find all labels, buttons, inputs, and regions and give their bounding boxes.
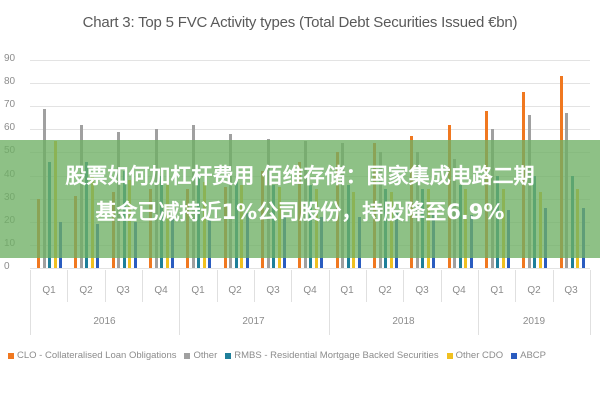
legend-item[interactable]: ABCP (511, 350, 546, 361)
x-quarter-label: Q3 (116, 285, 130, 296)
axis-separator (30, 270, 31, 335)
legend-swatch-icon (184, 352, 191, 359)
x-year-label: 2016 (93, 316, 116, 327)
gridline (30, 268, 590, 269)
x-quarter-label: Q3 (564, 285, 578, 296)
x-quarter-label: Q1 (490, 285, 504, 296)
x-quarter-label: Q4 (154, 285, 168, 296)
legend-swatch-icon (225, 352, 232, 359)
axis-separator (67, 270, 68, 302)
y-tick-label: 80 (4, 76, 16, 87)
legend-swatch-icon (511, 352, 518, 359)
x-quarter-label: Q2 (527, 285, 541, 296)
headline-text[interactable]: 股票如何加杠杆费用 佰维存储：国家集成电路二期 基金已减持近1%公司股份，持股降… (0, 158, 600, 230)
legend-label: ABCP (520, 350, 546, 361)
chart-legend: CLO - Collateralised Loan Obligations Oth… (8, 350, 598, 361)
x-quarter-label: Q4 (452, 285, 466, 296)
legend-item[interactable]: CLO - Collateralised Loan Obligations (8, 350, 176, 361)
axis-separator (403, 270, 404, 302)
x-year-label: 2019 (522, 316, 546, 327)
headline-line-1: 股票如何加杠杆费用 佰维存储：国家集成电路二期 (65, 164, 535, 188)
legend-swatch-icon (446, 352, 453, 359)
headline-line-2: 基金已减持近1%公司股份，持股降至6.9% (95, 200, 505, 224)
gridline (30, 60, 590, 61)
axis-separator (478, 270, 479, 335)
x-quarter-label: Q4 (303, 285, 317, 296)
axis-separator (291, 270, 292, 302)
axis-separator (142, 270, 143, 302)
gridline (30, 106, 590, 107)
legend-label: Other (193, 350, 218, 361)
legend-label: CLO - Collateralised Loan Obligations (17, 350, 177, 361)
axis-separator (515, 270, 516, 302)
gridline (30, 129, 590, 130)
axis-separator (254, 270, 255, 302)
legend-item[interactable]: Other CDO (446, 350, 504, 361)
y-tick-label: 90 (4, 53, 16, 64)
x-year-label: 2018 (392, 316, 415, 327)
x-quarter-label: Q2 (228, 285, 242, 296)
legend-swatch-icon (8, 352, 14, 359)
x-quarter-label: Q2 (378, 285, 392, 296)
x-quarter-label: Q2 (79, 285, 93, 296)
axis-separator (366, 270, 367, 302)
axis-separator (105, 270, 106, 302)
x-quarter-label: Q1 (340, 285, 354, 296)
y-tick-label: 0 (4, 261, 10, 272)
legend-label: Other CDO (455, 350, 504, 361)
y-tick-label: 60 (4, 122, 16, 133)
axis-separator (590, 270, 591, 335)
gridline (30, 83, 590, 84)
x-quarter-label: Q1 (42, 285, 56, 296)
headline-banner (0, 140, 600, 258)
axis-separator (441, 270, 442, 302)
x-quarter-label: Q1 (191, 285, 205, 296)
axis-separator (217, 270, 218, 302)
y-tick-label: 70 (4, 99, 16, 110)
x-year-label: 2017 (242, 316, 265, 327)
axis-separator (329, 270, 330, 335)
axis-separator (553, 270, 554, 302)
x-quarter-label: Q3 (415, 285, 429, 296)
legend-label: RMBS - Residential Mortgage Backed Secur… (234, 350, 439, 361)
x-quarter-label: Q3 (266, 285, 280, 296)
chart-title: Chart 3: Top 5 FVC Activity types (Total… (82, 14, 518, 31)
legend-item[interactable]: Other (184, 350, 217, 361)
legend-item[interactable]: RMBS - Residential Mortgage Backed Secur… (225, 350, 439, 361)
axis-separator (179, 270, 180, 335)
